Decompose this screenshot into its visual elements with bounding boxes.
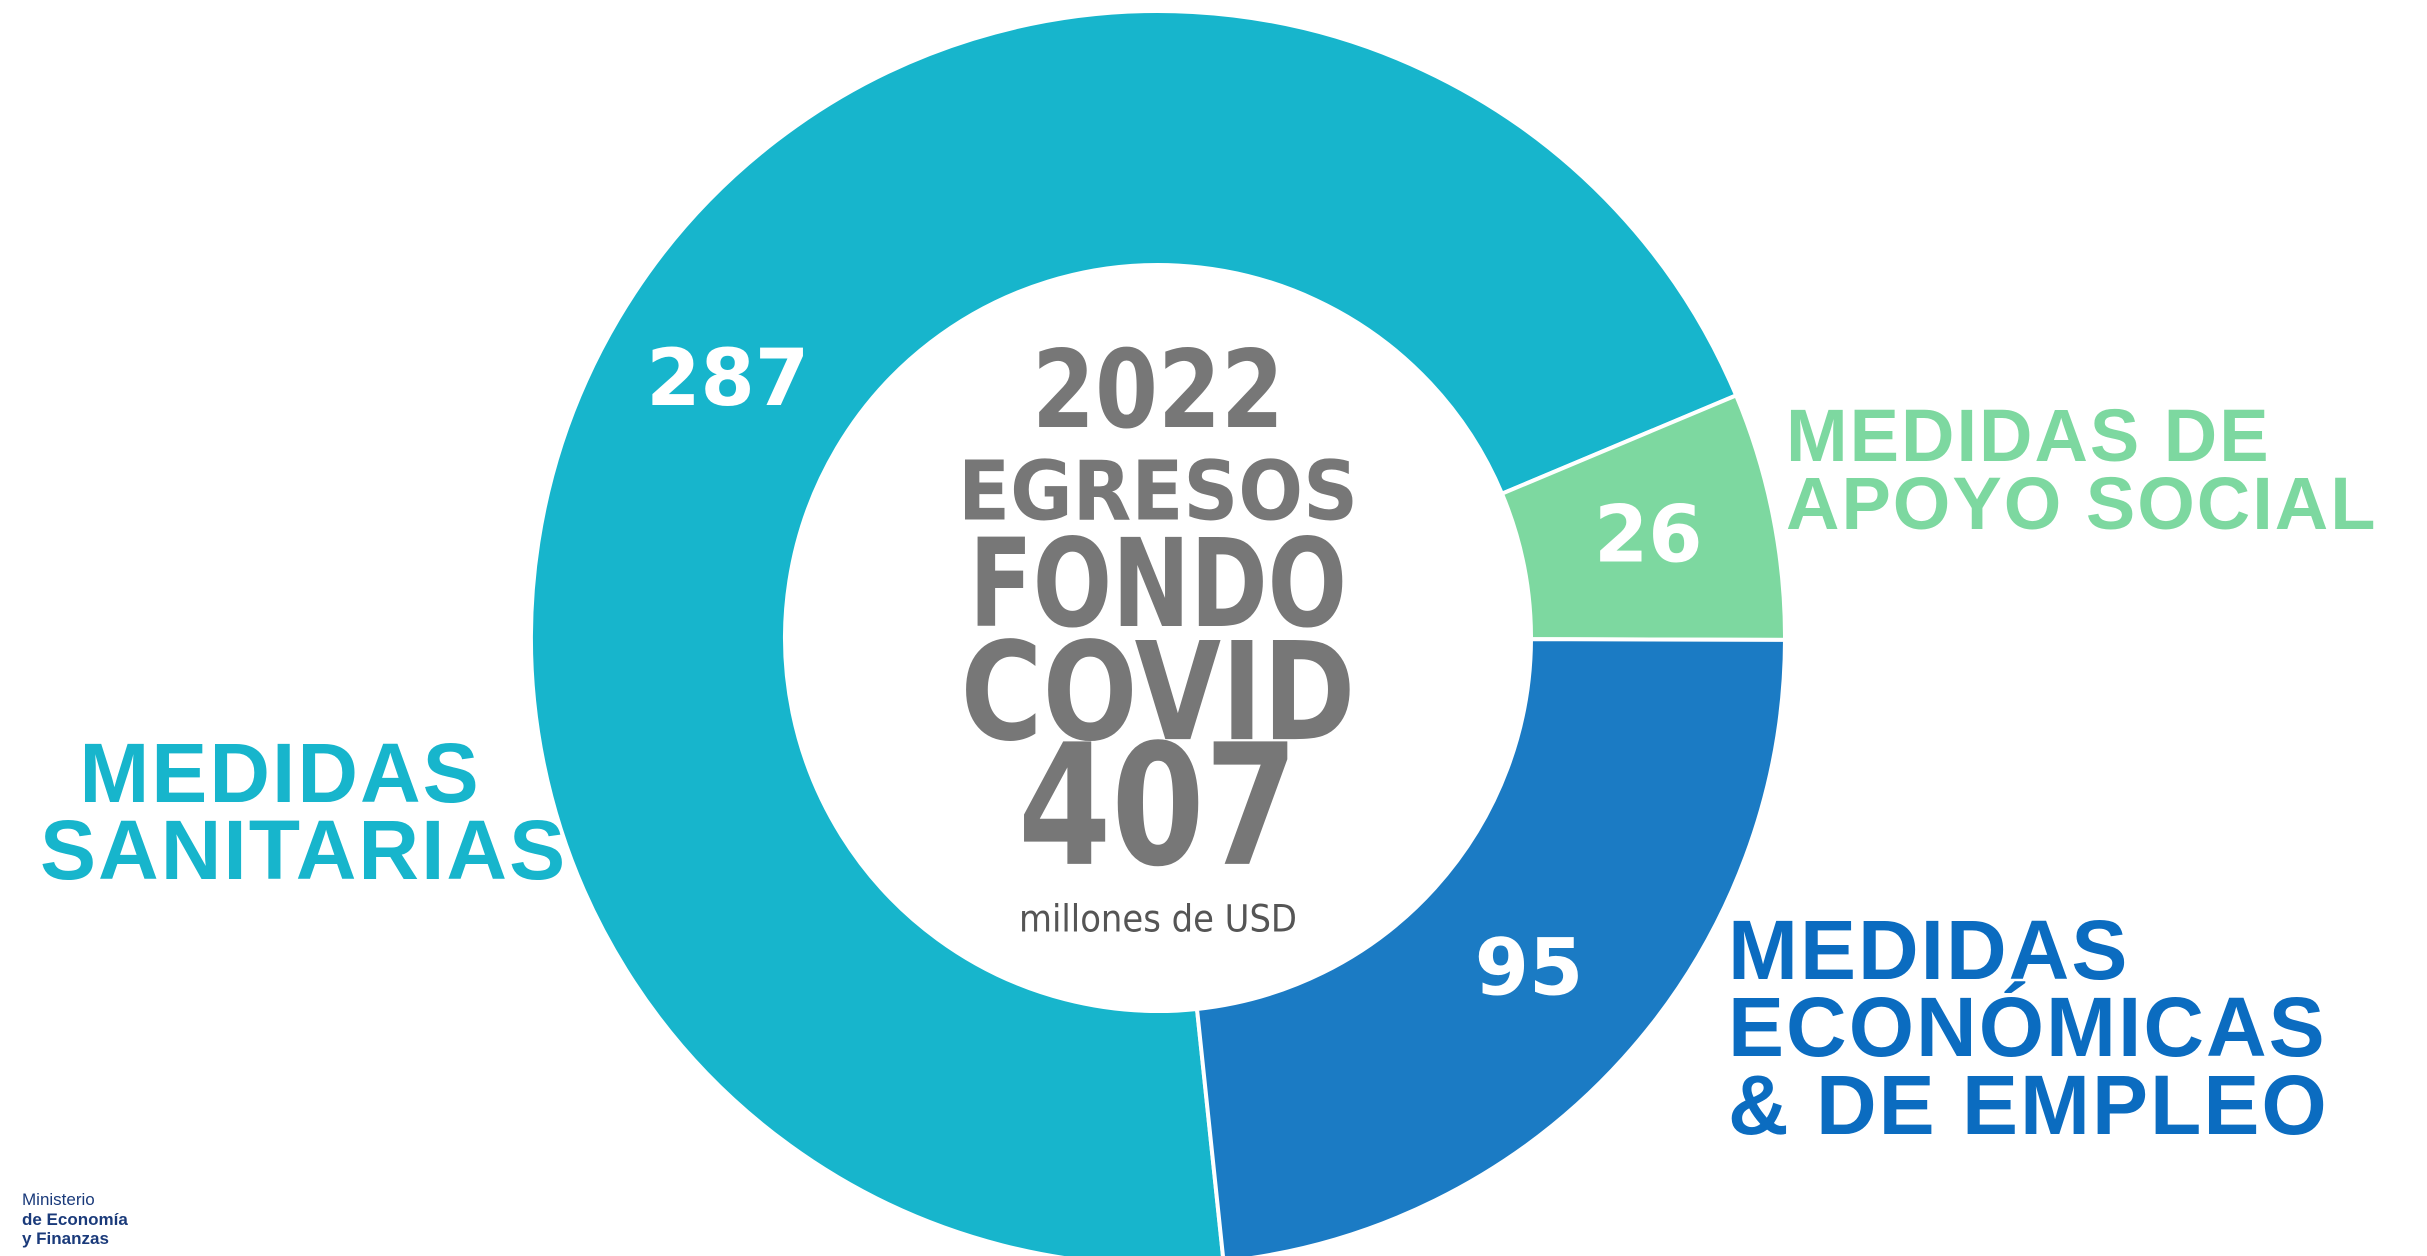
logo-text: de Economía [22, 1209, 128, 1229]
value-label: 95 [1475, 924, 1584, 1014]
center-text: COVID [961, 614, 1356, 772]
category-label: MEDIDAS DE APOYO SOCIAL [1786, 394, 2378, 546]
donut-segment [529, 9, 1739, 1256]
center-unit: millones de USD [1019, 898, 1297, 941]
center-text: 2022 [1032, 328, 1284, 453]
logo-text: y Finanzas [22, 1229, 109, 1249]
center-text: 407 [1018, 708, 1298, 904]
center-text: EGRESOS [958, 444, 1358, 539]
category-label: MEDIDAS ECONÓMICAS & DE EMPLEO [1728, 903, 2329, 1152]
donut-segment [1194, 637, 1788, 1256]
value-label: 26 [1594, 491, 1703, 581]
center-text: FONDO [969, 513, 1347, 655]
logo: Ministerio de Economía y Finanzas [22, 1190, 128, 1249]
category-label: MEDIDAS SANITARIAS [40, 726, 568, 898]
logo-text: Ministerio [22, 1190, 95, 1209]
value-label: 287 [646, 334, 809, 424]
